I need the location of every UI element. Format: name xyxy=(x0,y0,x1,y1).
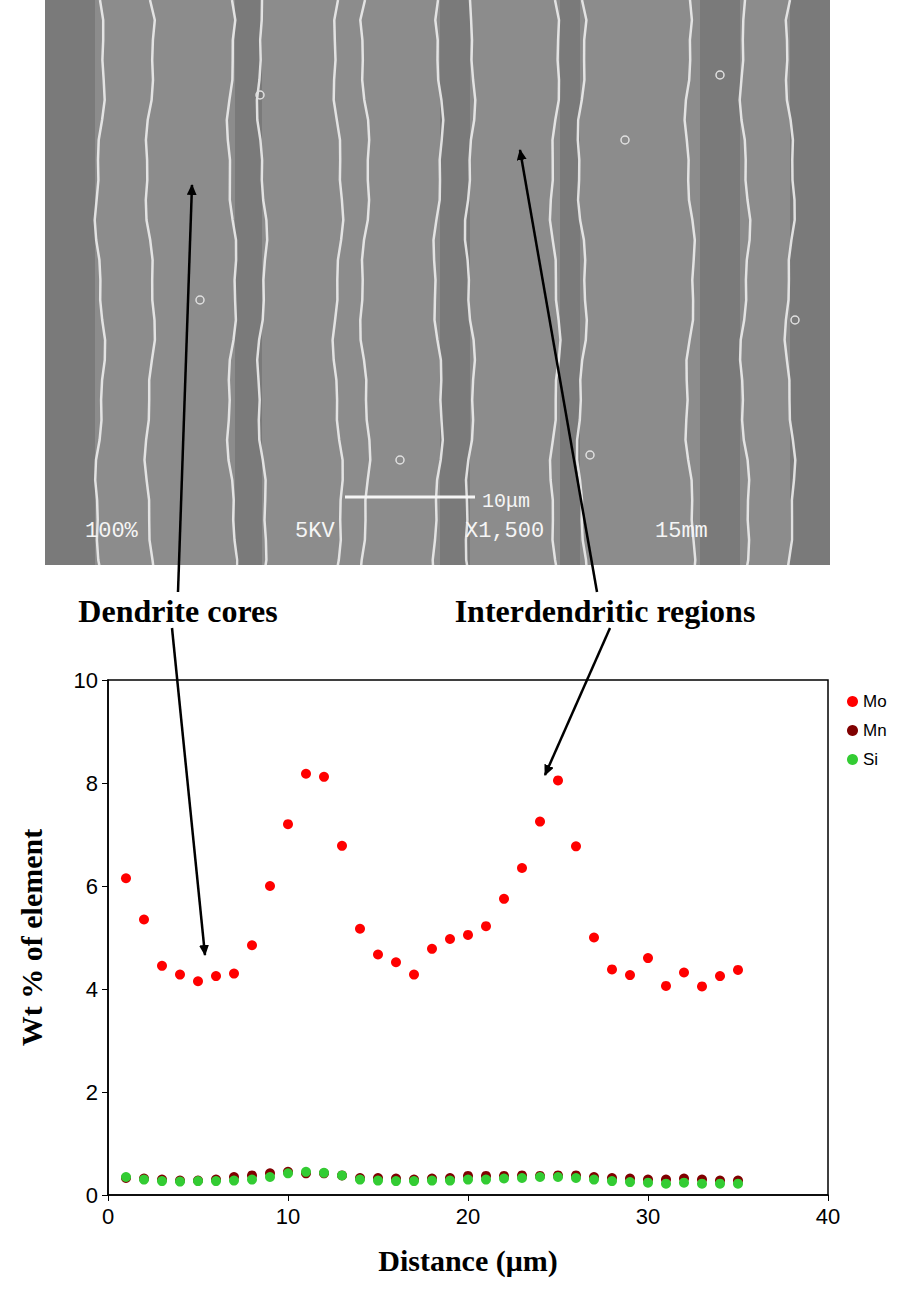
svg-text:Si: Si xyxy=(863,750,878,769)
svg-text:8: 8 xyxy=(86,771,98,796)
svg-text:Dendrite cores: Dendrite cores xyxy=(78,593,277,629)
svg-text:2: 2 xyxy=(86,1080,98,1105)
svg-text:6: 6 xyxy=(86,874,98,899)
svg-text:Mn: Mn xyxy=(863,721,887,740)
svg-text:100%: 100% xyxy=(85,519,139,544)
svg-text:Wt % of element: Wt % of element xyxy=(15,829,48,1046)
svg-text:15mm: 15mm xyxy=(655,519,708,544)
svg-text:30: 30 xyxy=(636,1204,660,1229)
svg-text:4: 4 xyxy=(86,977,98,1002)
svg-text:10: 10 xyxy=(276,1204,300,1229)
svg-text:Mo: Mo xyxy=(863,692,887,711)
svg-text:X1,500: X1,500 xyxy=(465,519,544,544)
svg-text:20: 20 xyxy=(456,1204,480,1229)
svg-text:10: 10 xyxy=(74,668,98,693)
svg-text:5KV: 5KV xyxy=(295,519,335,544)
svg-text:40: 40 xyxy=(816,1204,840,1229)
svg-text:0: 0 xyxy=(102,1204,114,1229)
svg-text:Distance (μm): Distance (μm) xyxy=(378,1244,557,1278)
svg-text:Interdendritic regions: Interdendritic regions xyxy=(455,593,756,629)
svg-text:10μm: 10μm xyxy=(482,490,530,513)
svg-text:0: 0 xyxy=(86,1183,98,1208)
